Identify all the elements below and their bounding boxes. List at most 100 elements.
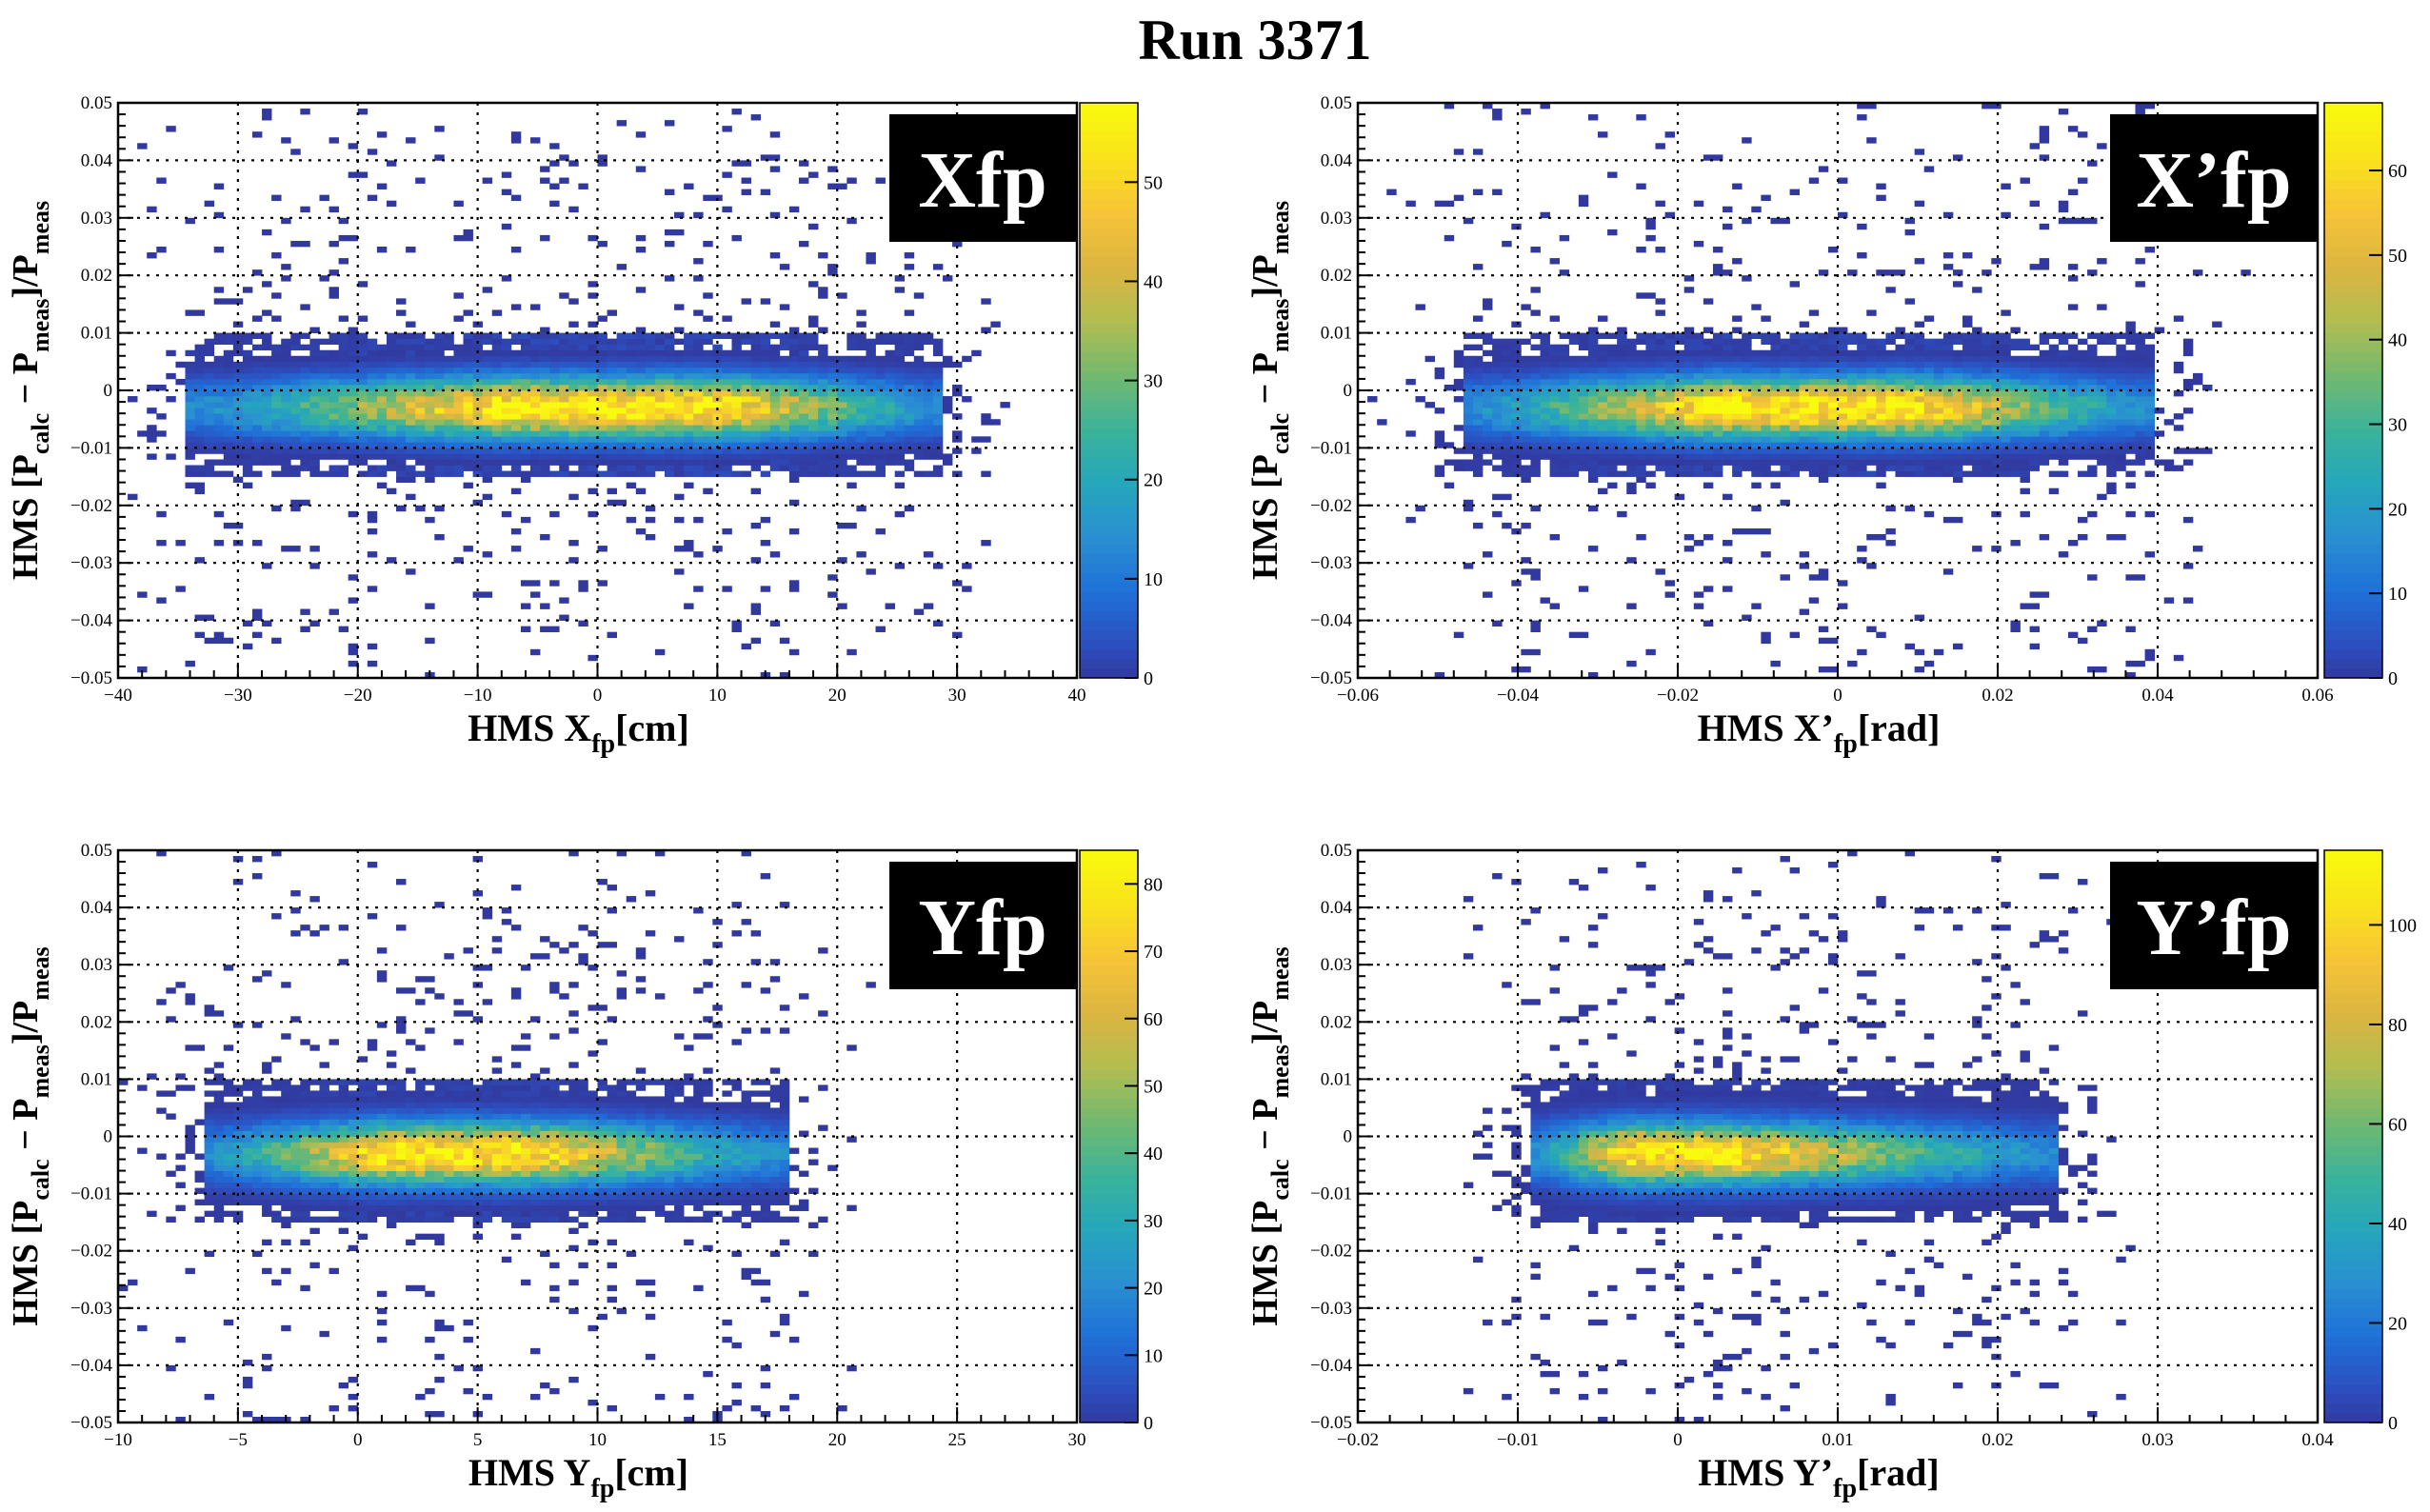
heatmap-bin (406, 476, 416, 483)
heatmap-bin (1463, 344, 1474, 351)
heatmap-bin (2001, 309, 2011, 316)
heatmap-bin (1502, 372, 1512, 380)
heatmap-bin (588, 349, 598, 357)
heatmap-bin (913, 338, 925, 346)
heatmap-bin (1866, 137, 1877, 144)
heatmap-bin (1952, 154, 1963, 161)
heatmap-bin (300, 442, 310, 448)
heatmap-bin (2058, 413, 2069, 420)
heatmap-bin (2154, 408, 2165, 414)
heatmap-bin (923, 436, 934, 443)
heatmap-bin (741, 338, 751, 346)
heatmap-bin (932, 419, 944, 426)
heatmap-bin (1799, 372, 1810, 380)
heatmap-bin (626, 367, 637, 374)
heatmap-bin (856, 459, 866, 466)
heatmap-bin (444, 361, 454, 368)
heatmap-bin (137, 143, 148, 149)
heatmap-bin (1876, 436, 1886, 443)
heatmap-bin (578, 338, 588, 346)
heatmap-bin (213, 298, 225, 305)
heatmap-bin (482, 551, 493, 558)
heatmap-bin (2135, 281, 2145, 288)
heatmap-bin (1770, 355, 1781, 363)
heatmap-bin (731, 332, 742, 339)
heatmap-bin (894, 287, 906, 293)
heatmap-bin (1674, 430, 1685, 437)
heatmap-bin (1952, 269, 1963, 276)
heatmap-bin (2010, 442, 2021, 448)
heatmap-bin (1761, 396, 1771, 403)
heatmap-bin (913, 332, 925, 339)
heatmap-bin (1770, 378, 1781, 386)
heatmap-bin (290, 367, 301, 374)
heatmap-bin (147, 408, 157, 414)
heatmap-bin (2020, 448, 2030, 454)
heatmap-bin (1674, 332, 1685, 339)
heatmap-bin (1521, 384, 1531, 391)
color-bar-segment (2324, 639, 2382, 650)
heatmap-bin (1598, 465, 1608, 471)
heatmap-bin (2135, 258, 2145, 265)
heatmap-bin (1674, 338, 1685, 346)
heatmap-bin (2087, 355, 2098, 363)
heatmap-bin (1530, 355, 1541, 363)
heatmap-bin (1645, 390, 1656, 397)
heatmap-bin (2097, 338, 2107, 346)
heatmap-bin (453, 372, 464, 380)
heatmap-bin (204, 442, 215, 448)
heatmap-bin (616, 120, 627, 127)
heatmap-bin (1857, 390, 1867, 397)
heatmap-bin (1655, 349, 1665, 357)
heatmap-bin (1982, 384, 1992, 391)
heatmap-bin (2097, 453, 2107, 460)
heatmap-bin (2144, 247, 2155, 253)
heatmap-bin (885, 367, 896, 374)
heatmap-bin (1962, 315, 1973, 322)
heatmap-bin (1838, 402, 1848, 408)
heatmap-bin (251, 408, 263, 414)
heatmap-bin (885, 349, 896, 357)
heatmap-bin (1472, 442, 1484, 448)
heatmap-bin (1827, 448, 1839, 454)
heatmap-bin (779, 442, 790, 448)
heatmap-bin (2116, 396, 2126, 403)
heatmap-bin (837, 603, 847, 609)
heatmap-bin (818, 465, 828, 471)
heatmap-bin (1952, 425, 1963, 431)
heatmap-bin (1838, 338, 1848, 346)
heatmap-bin (597, 344, 608, 351)
heatmap-bin (788, 327, 800, 333)
heatmap-bin (1827, 327, 1839, 333)
heatmap-bin (2116, 349, 2126, 357)
heatmap-bin (290, 425, 301, 431)
heatmap-bin (1770, 459, 1781, 466)
heatmap-bin (578, 430, 588, 437)
heatmap-bin (1483, 551, 1493, 558)
heatmap-bin (1751, 367, 1762, 374)
heatmap-bin (348, 660, 359, 667)
heatmap-bin (1578, 384, 1589, 391)
heatmap-bin (741, 459, 751, 466)
heatmap-bin (2125, 425, 2136, 431)
heatmap-bin (1693, 355, 1704, 363)
heatmap-bin (588, 453, 598, 460)
heatmap-bin (981, 298, 991, 305)
heatmap-bin (213, 637, 225, 645)
heatmap-bin (1492, 355, 1503, 363)
heatmap-bin (1712, 367, 1723, 374)
heatmap-bin (684, 367, 694, 374)
heatmap-bin (808, 315, 819, 322)
heatmap-bin (406, 344, 416, 351)
heatmap-bin (2106, 378, 2117, 386)
heatmap-bin (1636, 470, 1646, 477)
heatmap-bin (1434, 470, 1445, 477)
heatmap-bin (1857, 361, 1867, 368)
heatmap-bin (1808, 372, 1820, 380)
heatmap-bin (788, 430, 800, 437)
heatmap-bin (1991, 465, 2002, 471)
heatmap-bin (376, 247, 388, 253)
heatmap-bin (520, 367, 531, 374)
heatmap-bin (1866, 425, 1877, 431)
heatmap-bin (808, 281, 819, 288)
